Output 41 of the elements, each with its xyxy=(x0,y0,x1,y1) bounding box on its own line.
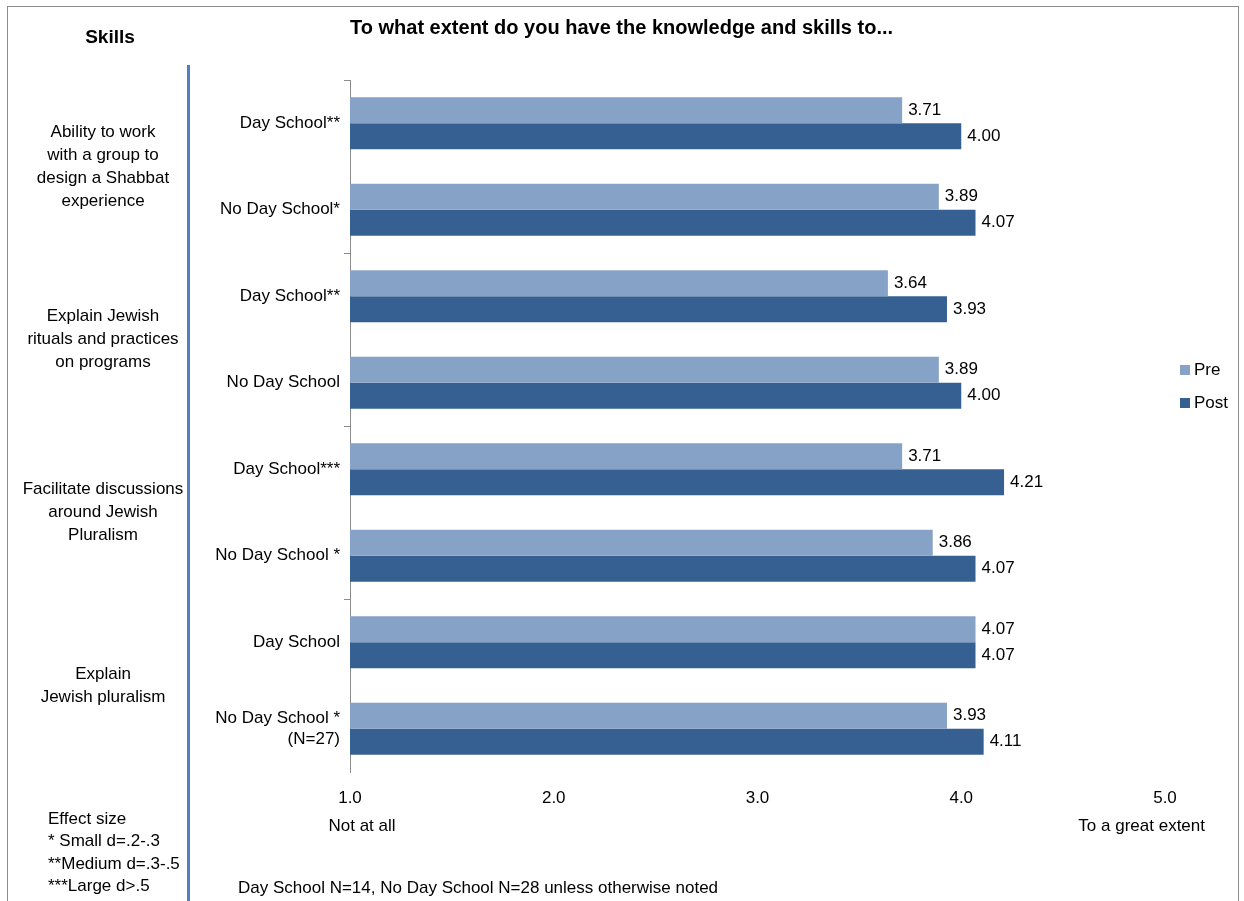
data-label: 4.07 xyxy=(981,212,1015,232)
text: Effect size * Small d=.2-.3 **Medium d=.3-.5 ***Large d>.5 xyxy=(48,808,180,896)
text: Day School N=14, No Day School N=28 unless otherwise noted xyxy=(238,877,719,897)
y-tick-label: No Day School * (N=27) xyxy=(215,708,341,748)
data-label: 3.86 xyxy=(938,532,972,552)
y-tick-label: Day School** xyxy=(239,112,341,132)
y-tick-label: Day School*** xyxy=(233,458,341,478)
data-label: 3.89 xyxy=(944,186,978,206)
y-tick-label: Day School xyxy=(253,631,340,651)
data-label: 3.93 xyxy=(952,298,987,318)
legend-label: Pre xyxy=(1194,359,1221,379)
data-label: 4.07 xyxy=(981,558,1015,578)
data-label: 3.89 xyxy=(944,359,978,379)
text: Ability to work with a group to design a Shabbat experience xyxy=(36,121,170,210)
data-label: 3.64 xyxy=(893,272,927,292)
x-tick-label: 3.0 xyxy=(745,787,770,807)
data-label: 4.11 xyxy=(989,731,1022,751)
chart-title: To what extent do you have the knowledge and skills to... xyxy=(350,15,894,38)
data-label: 3.93 xyxy=(952,705,987,725)
x-tick-label: 2.0 xyxy=(541,787,566,807)
data-label: 3.71 xyxy=(908,445,942,465)
data-label: 4.07 xyxy=(981,618,1015,638)
data-label: 4.00 xyxy=(967,125,1001,145)
text: Explain Jewish pluralism xyxy=(40,663,166,706)
y-tick-label: No Day School* xyxy=(219,199,341,219)
legend-label: Post xyxy=(1194,392,1229,412)
x-tick-label: 4.0 xyxy=(949,787,974,807)
text: Explain Jewish rituals and practices on programs xyxy=(27,306,179,372)
data-label: 3.71 xyxy=(908,99,942,119)
text: Facilitate discussions around Jewish Pluralism xyxy=(22,479,184,545)
text: Not at all xyxy=(328,815,396,835)
data-label: 4.07 xyxy=(981,644,1015,664)
data-label: 4.00 xyxy=(967,385,1001,405)
data-label: 4.21 xyxy=(1010,471,1044,491)
y-tick-label: No Day School * xyxy=(215,545,341,565)
x-tick-label: 5.0 xyxy=(1153,787,1177,807)
x-tick-label: 1.0 xyxy=(338,787,362,807)
text: To a great extent xyxy=(1078,815,1206,835)
y-axis-title: Skills xyxy=(85,26,135,48)
y-tick-label: Day School** xyxy=(239,285,341,305)
y-tick-label: No Day School xyxy=(226,372,340,392)
